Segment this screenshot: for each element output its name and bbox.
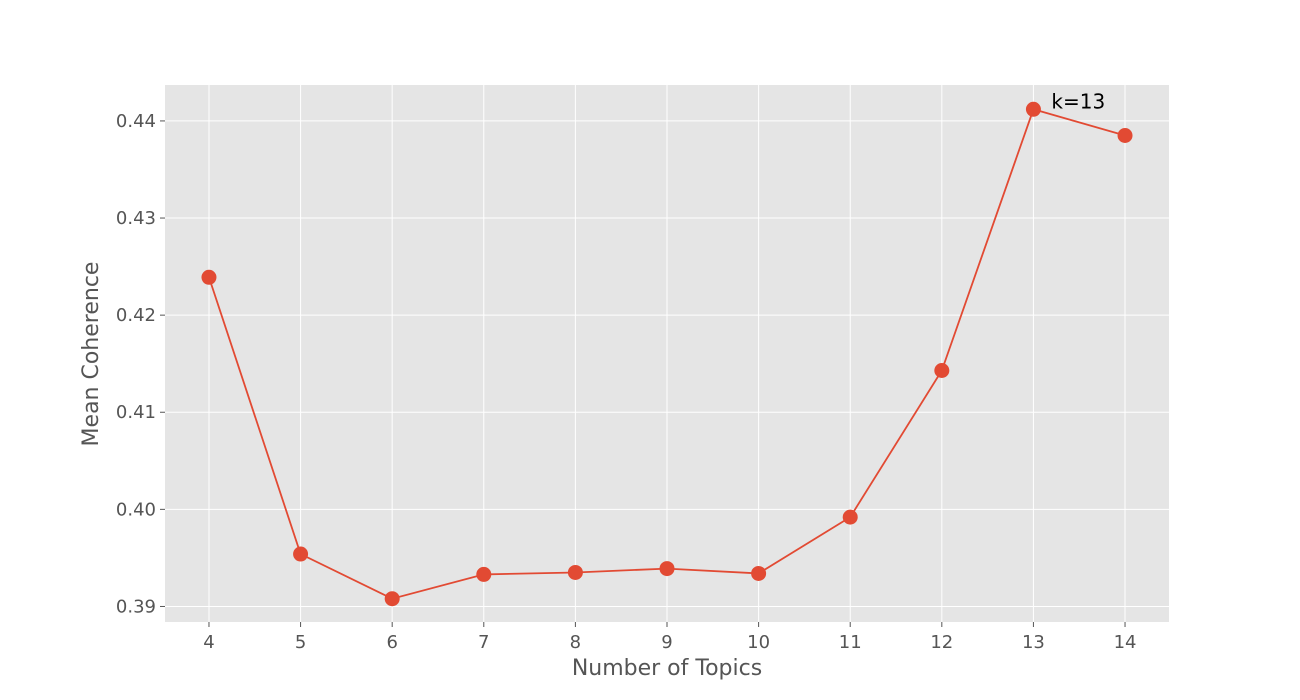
x-tick-label: 14 [1114, 632, 1137, 653]
x-axis-label: Number of Topics [572, 656, 762, 681]
annotation-label: k=13 [1051, 89, 1105, 113]
x-tick-label: 9 [661, 632, 672, 653]
x-tick-label: 13 [1022, 632, 1045, 653]
y-tick-label: 0.40 [116, 499, 156, 520]
x-tick-label: 12 [930, 632, 953, 653]
data-point [384, 591, 400, 607]
y-tick-label: 0.41 [116, 402, 156, 423]
x-tick-label: 8 [570, 632, 581, 653]
x-tick-label: 4 [203, 632, 214, 653]
y-tick-label: 0.42 [116, 305, 156, 326]
y-tick-label: 0.39 [116, 596, 156, 617]
x-tick-label: 5 [295, 632, 306, 653]
data-points [201, 101, 1133, 607]
y-axis-ticks: 0.39 0.40 0.41 0.42 0.43 0.44 [116, 111, 165, 617]
grid-lines [165, 85, 1169, 622]
data-point [1025, 101, 1041, 117]
data-point [293, 546, 309, 562]
x-tick-label: 10 [747, 632, 770, 653]
x-tick-label: 6 [386, 632, 397, 653]
data-point [1117, 127, 1133, 143]
x-tick-label: 7 [478, 632, 489, 653]
data-point [476, 566, 492, 582]
data-point [567, 564, 583, 580]
y-axis-label: Mean Coherence [79, 262, 104, 447]
y-tick-label: 0.43 [116, 208, 156, 229]
data-point [659, 561, 675, 577]
data-point [751, 565, 767, 581]
x-tick-label: 11 [839, 632, 862, 653]
y-tick-label: 0.44 [116, 111, 156, 132]
data-point [934, 362, 950, 378]
data-point [201, 269, 217, 285]
data-point [842, 509, 858, 525]
x-axis-ticks: 4 5 6 7 8 9 10 11 12 13 14 [203, 622, 1136, 653]
